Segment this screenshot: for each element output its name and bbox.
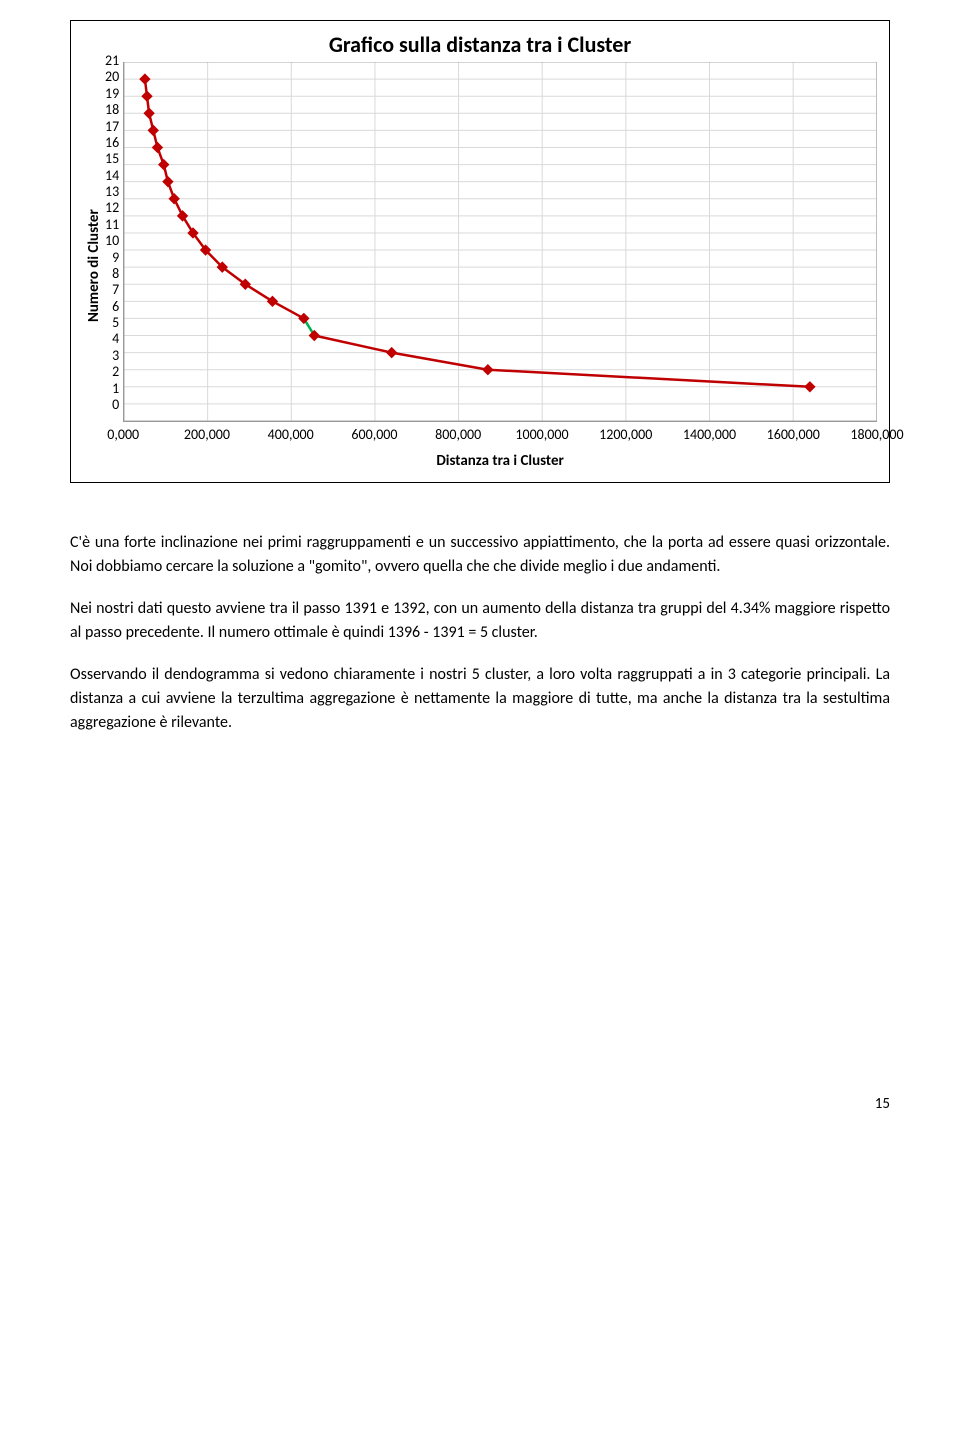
x-tick-label: 800,000 <box>435 426 481 443</box>
x-tick-label: 1000,000 <box>515 426 568 443</box>
paragraph: C'è una forte inclinazione nei primi rag… <box>70 531 890 579</box>
x-tick-label: 1200,000 <box>599 426 652 443</box>
y-axis-label: Numero di Cluster <box>83 62 105 470</box>
x-tick-label: 1400,000 <box>683 426 736 443</box>
x-tick-label: 200,000 <box>184 426 230 443</box>
y-tick-label: 2 <box>112 365 119 381</box>
plot-area <box>123 62 877 422</box>
y-tick-label: 4 <box>112 332 119 348</box>
y-tick-label: 0 <box>112 398 119 414</box>
plot-column: 0,000200,000400,000600,000800,0001000,00… <box>123 62 877 470</box>
x-axis-label: Distanza tra i Cluster <box>123 452 877 470</box>
y-tick-label: 12 <box>105 201 119 217</box>
paragraph: Osservando il dendogramma si vedono chia… <box>70 663 890 735</box>
y-tick-label: 15 <box>105 152 119 168</box>
x-tick-label: 600,000 <box>351 426 397 443</box>
chart-series <box>124 62 877 421</box>
y-tick-label: 7 <box>112 283 119 299</box>
y-tick-label: 20 <box>105 70 119 86</box>
page-number: 15 <box>70 1095 890 1113</box>
chart-title: Grafico sulla distanza tra i Cluster <box>83 31 877 58</box>
y-tick-label: 10 <box>105 234 119 250</box>
y-axis-ticks: 2120191817161514131211109876543210 <box>105 54 123 414</box>
x-tick-label: 1800,000 <box>850 426 903 443</box>
chart-layout: Numero di Cluster 2120191817161514131211… <box>83 62 877 470</box>
x-tick-label: 1600,000 <box>767 426 820 443</box>
x-tick-label: 400,000 <box>268 426 314 443</box>
x-tick-label: 0,000 <box>107 426 139 443</box>
paragraph: Nei nostri dati questo avviene tra il pa… <box>70 597 890 645</box>
x-axis-ticks: 0,000200,000400,000600,000800,0001000,00… <box>123 426 877 444</box>
body-text: C'è una forte inclinazione nei primi rag… <box>70 531 890 735</box>
y-tick-label: 18 <box>105 103 119 119</box>
chart-container: Grafico sulla distanza tra i Cluster Num… <box>70 20 890 483</box>
